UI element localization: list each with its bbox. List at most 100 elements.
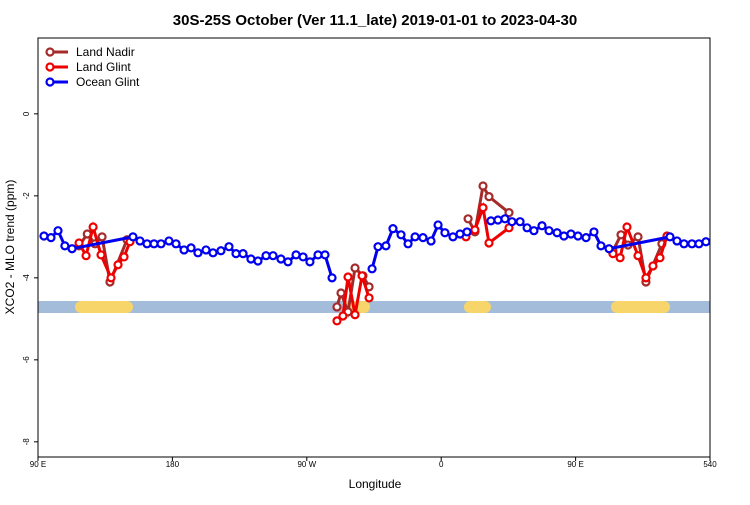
point: [373, 242, 383, 252]
point: [60, 241, 70, 251]
point: [633, 251, 643, 261]
point: [39, 231, 49, 241]
series-line: [77, 201, 669, 323]
point: [381, 241, 391, 251]
point: [283, 257, 293, 267]
point: [388, 224, 398, 234]
y-tick-label: -2: [22, 192, 31, 200]
point: [350, 263, 360, 273]
point: [633, 232, 643, 242]
point: [208, 248, 218, 258]
plot: [39, 181, 711, 326]
point: [332, 302, 342, 312]
point: [298, 252, 308, 262]
point: [253, 256, 263, 266]
point: [357, 271, 367, 281]
y-tick-label: -4: [22, 274, 31, 282]
point: [268, 251, 278, 261]
point: [410, 232, 420, 242]
point: [97, 232, 107, 242]
point: [641, 273, 651, 283]
point: [216, 246, 226, 256]
point: [596, 241, 606, 251]
point: [462, 227, 472, 237]
x-tick-label: 540: [703, 460, 717, 469]
legend-label: Land Glint: [76, 60, 131, 74]
point: [67, 244, 77, 254]
point: [440, 228, 450, 238]
x-axis-label: Longitude: [349, 477, 402, 491]
point: [81, 251, 91, 261]
point: [581, 233, 591, 243]
point: [403, 239, 413, 249]
x-tick-label: 90 E: [30, 460, 46, 469]
y-tick-label: -8: [22, 438, 31, 446]
y-tick-label: -6: [22, 356, 31, 364]
land-band: [611, 301, 670, 313]
chart-title: 30S-25S October (Ver 11.1_late) 2019-01-…: [173, 12, 577, 29]
point: [367, 264, 377, 274]
point: [338, 311, 348, 321]
point: [648, 261, 658, 271]
point: [327, 273, 337, 283]
point: [171, 239, 181, 249]
point: [156, 239, 166, 249]
point: [486, 216, 496, 226]
land-band: [464, 301, 491, 313]
x-tick-label: 90 W: [297, 460, 316, 469]
point: [478, 181, 488, 191]
point: [332, 316, 342, 326]
point: [529, 226, 539, 236]
x-tick-label: 0: [439, 460, 444, 469]
point: [88, 222, 98, 232]
point: [701, 237, 711, 247]
point: [119, 252, 129, 262]
point: [336, 288, 346, 298]
point: [544, 226, 554, 236]
legend-marker: [45, 62, 55, 72]
point: [665, 232, 675, 242]
point: [589, 227, 599, 237]
point: [615, 253, 625, 263]
point: [224, 242, 234, 252]
point: [106, 273, 116, 283]
point: [238, 249, 248, 259]
surface-band: [38, 301, 710, 313]
point: [343, 272, 353, 282]
legend-marker: [45, 47, 55, 57]
point: [493, 215, 503, 225]
x-tick-label: 180: [166, 460, 180, 469]
point: [507, 217, 517, 227]
point: [96, 250, 106, 260]
point: [320, 250, 330, 260]
point: [186, 243, 196, 253]
point: [193, 248, 203, 258]
point: [433, 220, 443, 230]
x-tick-label: 90 E: [567, 460, 583, 469]
plot-frame: [37, 37, 711, 458]
point: [478, 203, 488, 213]
point: [46, 233, 56, 243]
point: [128, 232, 138, 242]
point: [504, 208, 514, 218]
point: [53, 226, 63, 236]
legend-label: Land Nadir: [76, 45, 135, 59]
point: [604, 244, 614, 254]
series-line: [77, 181, 664, 318]
point: [552, 228, 562, 238]
point: [426, 236, 436, 246]
point: [679, 239, 689, 249]
point: [470, 225, 480, 235]
point: [537, 221, 547, 231]
point: [305, 257, 315, 267]
point: [655, 253, 665, 263]
point: [622, 222, 632, 232]
point: [573, 231, 583, 241]
point: [463, 214, 473, 224]
point: [484, 238, 494, 248]
y-axis-label: XCO2 - MLO trend (ppm): [3, 180, 17, 315]
legend-marker: [45, 77, 55, 87]
point: [364, 293, 374, 303]
